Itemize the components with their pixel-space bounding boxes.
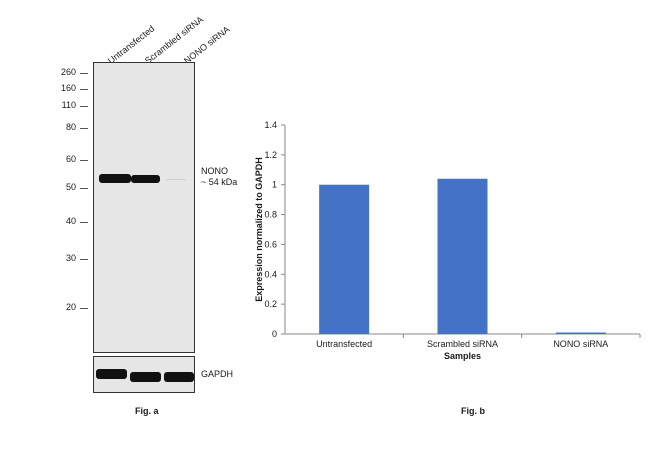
western-blot-panel: [93, 62, 195, 353]
y-tick-label: 1.4: [264, 120, 277, 130]
x-tick-label: Untransfected: [316, 339, 372, 349]
mw-marker-260: 260: [60, 67, 76, 77]
mw-marker-20: 20: [65, 302, 76, 312]
mw-tick: [80, 128, 88, 129]
figure-a-caption: Fig. a: [135, 406, 159, 416]
bar: [437, 178, 488, 334]
band-gapdh-untransfected: [96, 369, 127, 379]
mw-marker-50: 50: [65, 182, 76, 192]
y-tick-label: 1.2: [264, 150, 277, 160]
band-gapdh-nono-sirna: [164, 372, 194, 382]
mw-tick: [80, 106, 88, 107]
y-axis-title: Expression normalized to GAPDH: [254, 157, 264, 302]
gapdh-blot-panel: [93, 356, 195, 393]
mw-tick: [80, 89, 88, 90]
loading-control-label: GAPDH: [201, 369, 234, 379]
bar: [555, 332, 606, 334]
mw-marker-40: 40: [65, 216, 76, 226]
mw-marker-60: 60: [65, 154, 76, 164]
target-name: NONO: [201, 166, 228, 176]
mw-marker-80: 80: [65, 122, 76, 132]
mw-marker-160: 160: [60, 83, 76, 93]
mw-tick: [80, 73, 88, 74]
y-tick-label: 0.6: [264, 239, 277, 249]
x-tick-label: Scrambled siRNA: [427, 339, 498, 349]
target-size: ~ 54 kDa: [201, 177, 238, 187]
mw-tick: [80, 259, 88, 260]
mw-tick: [80, 160, 88, 161]
mw-tick: [80, 222, 88, 223]
mw-marker-110: 110: [61, 100, 76, 110]
band-gapdh-scrambled: [130, 372, 161, 382]
target-annotation: NONO ~ 54 kDa: [201, 166, 237, 188]
mw-marker-30: 30: [65, 253, 76, 263]
band-nono-untransfected: [99, 174, 131, 183]
band-nono-scrambled: [131, 175, 160, 183]
figure-b-caption: Fig. b: [461, 406, 485, 416]
y-tick-label: 1: [272, 180, 277, 190]
band-nono-sirna-faint: [166, 179, 186, 180]
x-axis-title: Samples: [444, 351, 481, 361]
y-tick-label: 0.4: [264, 269, 277, 279]
y-tick-label: 0: [272, 329, 277, 339]
bar: [319, 184, 370, 334]
mw-tick: [80, 308, 88, 309]
x-tick-label: NONO siRNA: [553, 339, 608, 349]
y-tick-label: 0.8: [264, 210, 277, 220]
y-tick-label: 0.2: [264, 299, 277, 309]
mw-tick: [80, 188, 88, 189]
